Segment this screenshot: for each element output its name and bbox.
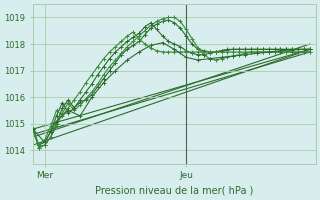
X-axis label: Pression niveau de la mer( hPa ): Pression niveau de la mer( hPa ) xyxy=(95,186,253,196)
